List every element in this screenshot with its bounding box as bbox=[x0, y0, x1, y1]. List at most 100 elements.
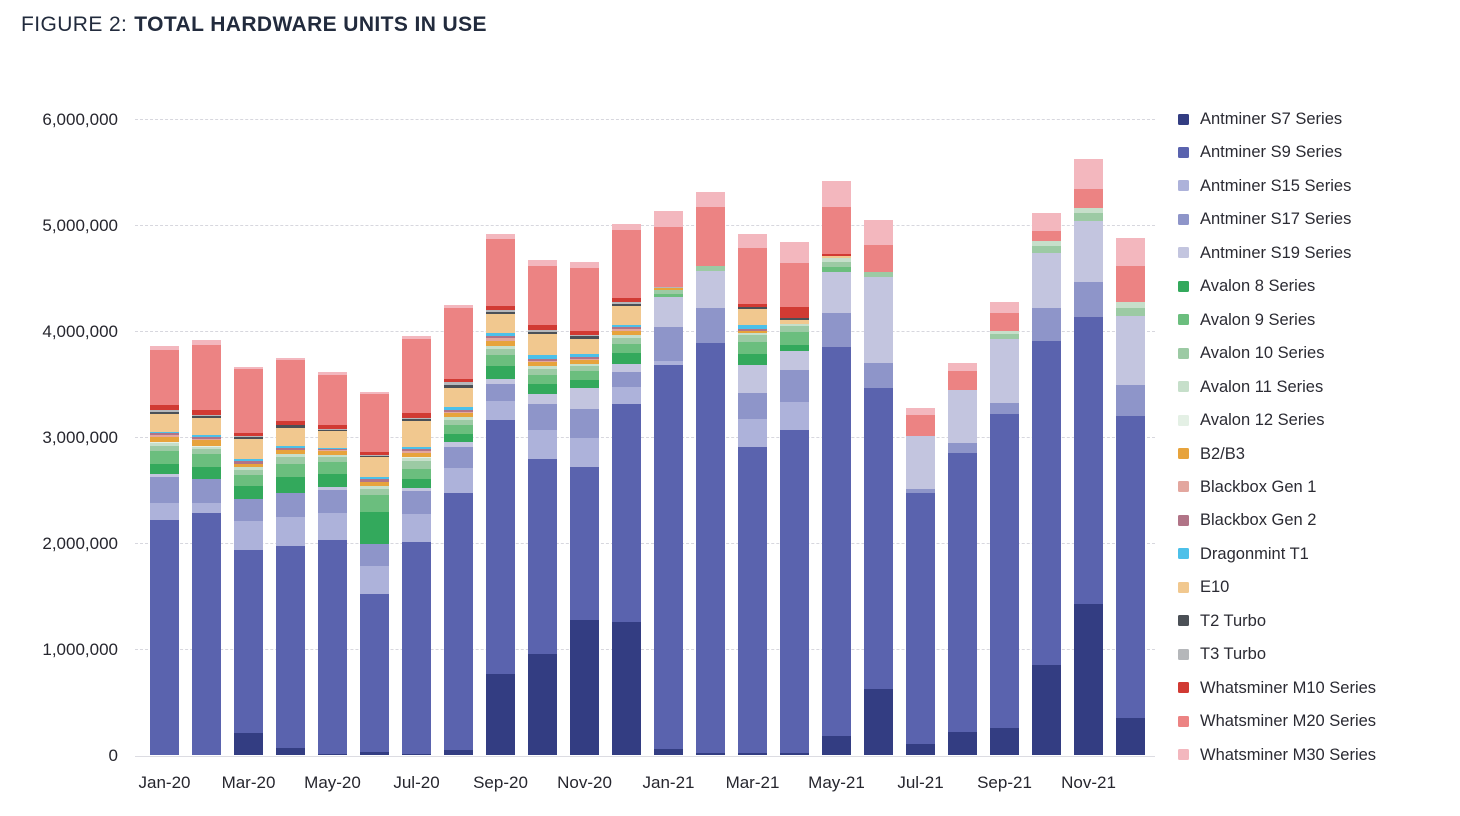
legend-item-antminer-s19-series: Antminer S19 Series bbox=[1178, 243, 1351, 263]
bar-segment bbox=[738, 303, 767, 307]
bar-segment bbox=[150, 350, 179, 406]
bar-segment bbox=[738, 392, 767, 419]
bar-segment bbox=[150, 445, 179, 451]
bar-segment bbox=[150, 345, 179, 351]
stacked-bar-Oct-20 bbox=[528, 260, 557, 755]
bar-segment bbox=[864, 245, 893, 272]
bar-segment bbox=[654, 227, 683, 287]
bar-segment bbox=[486, 336, 515, 339]
bar-segment bbox=[654, 293, 683, 298]
bar-segment bbox=[864, 689, 893, 755]
bar-segment bbox=[696, 207, 725, 267]
bar-segment bbox=[402, 338, 431, 413]
bar-segment bbox=[192, 344, 221, 410]
stacked-bar-Dec-20 bbox=[612, 224, 641, 755]
stacked-bar-May-21 bbox=[822, 180, 851, 755]
bar-segment bbox=[528, 324, 557, 331]
stacked-bar-Nov-20 bbox=[570, 262, 599, 755]
x-axis-line bbox=[135, 756, 1155, 757]
bar-segment bbox=[780, 325, 809, 333]
legend-label: Avalon 12 Series bbox=[1200, 411, 1325, 430]
page-title: FIGURE 2: TOTAL HARDWARE UNITS IN USE bbox=[21, 13, 487, 37]
bar-segment bbox=[150, 431, 179, 433]
y-gridline bbox=[135, 543, 1155, 544]
legend-swatch-icon bbox=[1178, 280, 1189, 292]
bar-segment bbox=[612, 343, 641, 354]
bar-segment bbox=[654, 211, 683, 228]
bar-segment bbox=[864, 271, 893, 277]
bar-segment bbox=[822, 207, 851, 254]
bar-segment bbox=[150, 442, 179, 444]
bar-segment bbox=[318, 372, 347, 375]
bar-segment bbox=[612, 305, 641, 325]
bar-segment bbox=[318, 539, 347, 754]
bar-segment bbox=[780, 323, 809, 326]
bar-segment bbox=[150, 409, 179, 412]
bar-segment bbox=[360, 393, 389, 452]
bar-segment bbox=[528, 459, 557, 655]
bar-segment bbox=[738, 308, 767, 325]
bar-segment bbox=[612, 363, 641, 373]
bar-segment bbox=[276, 359, 305, 422]
bar-segment bbox=[948, 362, 977, 372]
bar-segment bbox=[654, 360, 683, 365]
bar-segment bbox=[654, 748, 683, 755]
bar-segment bbox=[318, 449, 347, 451]
bar-segment bbox=[906, 414, 935, 436]
legend-item-blackbox-gen-2: Blackbox Gen 2 bbox=[1178, 510, 1316, 530]
bar-segment bbox=[150, 450, 179, 464]
bar-segment bbox=[528, 332, 557, 335]
bar-segment bbox=[150, 502, 179, 520]
bar-segment bbox=[948, 731, 977, 755]
bar-segment bbox=[1116, 302, 1145, 308]
legend-item-blackbox-gen-1: Blackbox Gen 1 bbox=[1178, 477, 1316, 497]
x-axis-tick-label: Mar-20 bbox=[221, 773, 276, 792]
bar-segment bbox=[906, 493, 935, 745]
bar-segment bbox=[654, 286, 683, 288]
bar-segment bbox=[276, 421, 305, 426]
stacked-bar-Feb-20 bbox=[192, 339, 221, 755]
bar-segment bbox=[276, 457, 305, 464]
bar-segment bbox=[738, 341, 767, 355]
bar-segment bbox=[192, 339, 221, 345]
bar-segment bbox=[486, 345, 515, 350]
bar-segment bbox=[570, 379, 599, 389]
bar-segment bbox=[360, 455, 389, 457]
y-gridline bbox=[135, 437, 1155, 438]
legend-item-avalon-12-series: Avalon 12 Series bbox=[1178, 410, 1324, 430]
legend-item-antminer-s7-series: Antminer S7 Series bbox=[1178, 109, 1342, 129]
bar-segment bbox=[444, 420, 473, 426]
bar-segment bbox=[234, 369, 263, 433]
bar-segment bbox=[402, 461, 431, 469]
bar-segment bbox=[402, 479, 431, 488]
y-axis-tick-label: 2,000,000 bbox=[42, 534, 118, 553]
legend-swatch-icon bbox=[1178, 448, 1189, 459]
bar-segment bbox=[486, 333, 515, 337]
bar-segment bbox=[654, 326, 683, 361]
legend-item-avalon-8-series: Avalon 8 Series bbox=[1178, 276, 1315, 296]
bar-segment bbox=[444, 433, 473, 443]
x-axis-tick-label: Jan-20 bbox=[138, 773, 191, 792]
bar-segment bbox=[1032, 213, 1061, 232]
legend-swatch-icon bbox=[1178, 213, 1189, 225]
legend-label: Avalon 9 Series bbox=[1200, 310, 1316, 329]
bar-segment bbox=[612, 387, 641, 405]
bar-segment bbox=[1116, 266, 1145, 303]
legend-swatch-icon bbox=[1178, 113, 1189, 125]
bar-segment bbox=[528, 429, 557, 460]
bar-segment bbox=[360, 544, 389, 567]
bar-segment bbox=[444, 409, 473, 412]
bar-segment bbox=[444, 749, 473, 755]
bar-segment bbox=[276, 747, 305, 755]
bar-segment bbox=[822, 271, 851, 313]
legend-swatch-icon bbox=[1178, 682, 1189, 694]
bar-segment bbox=[1032, 246, 1061, 253]
bar-segment bbox=[654, 297, 683, 327]
bar-segment bbox=[990, 413, 1019, 729]
bar-segment bbox=[1116, 237, 1145, 267]
bar-segment bbox=[444, 416, 473, 421]
bar-segment bbox=[318, 490, 347, 514]
bar-segment bbox=[402, 421, 431, 447]
bar-segment bbox=[402, 753, 431, 755]
bar-segment bbox=[486, 400, 515, 421]
